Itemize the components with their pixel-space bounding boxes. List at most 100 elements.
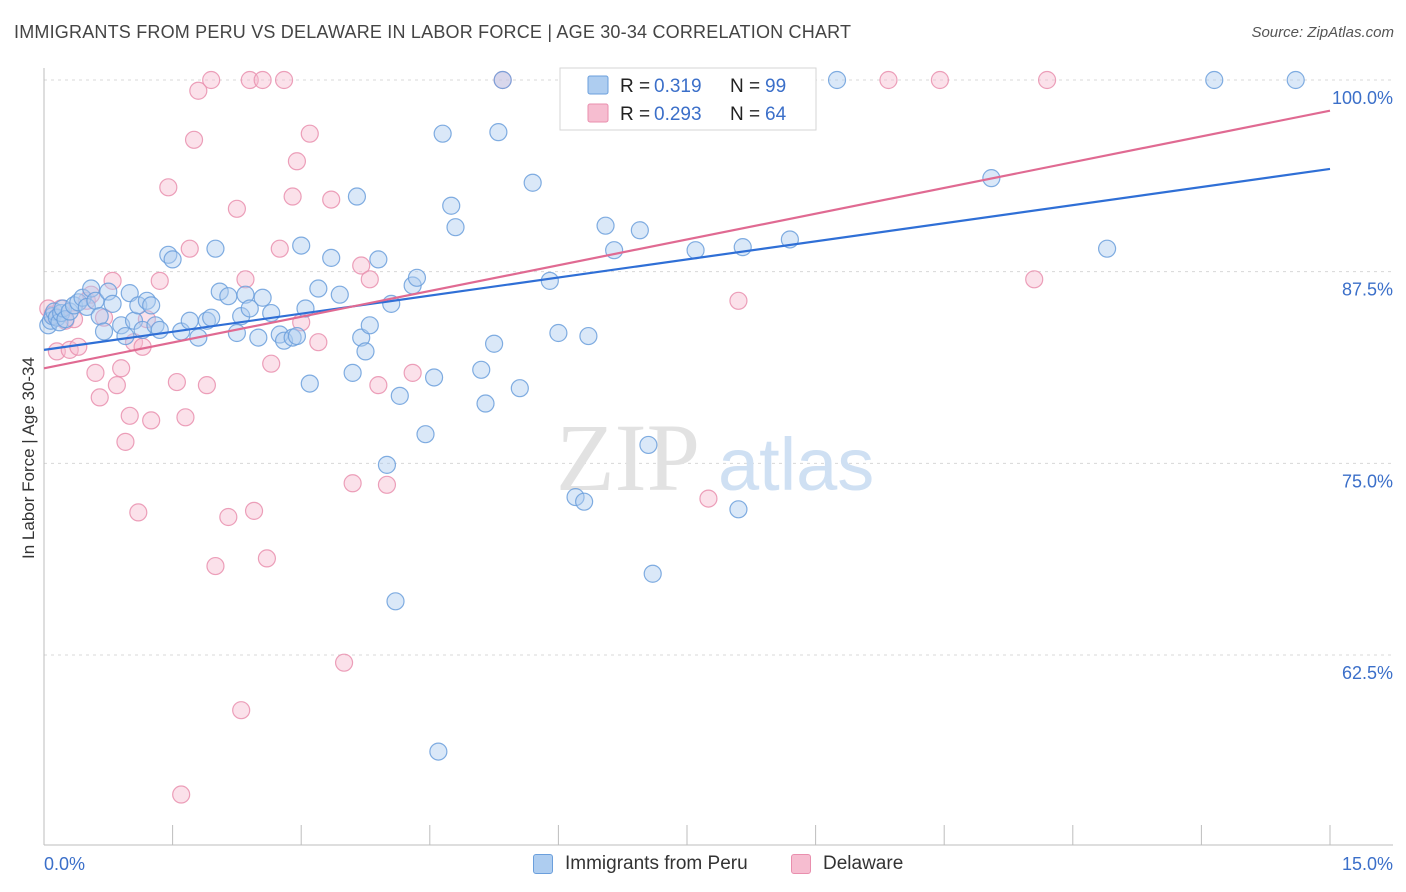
legend-n-value-pink: 64 (765, 104, 787, 125)
data-points (39, 70, 1305, 804)
delaware-point-32 (202, 70, 221, 90)
peru-point-63 (377, 455, 397, 474)
delaware-point-30 (189, 81, 208, 100)
y-tick-label-2: 87.5% (1342, 280, 1393, 300)
legend-n-label-blue: N = (730, 76, 760, 97)
peru-point-60 (356, 342, 375, 361)
legend-r-label-blue: R = (620, 76, 650, 97)
peru-point-80 (510, 379, 529, 398)
peru-point-70 (424, 368, 444, 387)
legend-swatch-peru (533, 854, 553, 874)
delaware-point-46 (287, 152, 307, 171)
delaware-point-48 (300, 124, 319, 143)
delaware-point-55 (369, 376, 388, 395)
peru-point-73 (442, 196, 461, 215)
x-tick-label-min: 0.0% (44, 854, 85, 874)
peru-point-78 (489, 123, 508, 142)
legend-series: Immigrants from Peru Delaware (0, 850, 1406, 880)
peru-point-102 (1286, 70, 1305, 90)
delaware-point-27 (176, 408, 195, 427)
peru-point-39 (219, 287, 238, 306)
x-tick-label-max: 15.0% (1342, 854, 1393, 874)
delaware-point-62 (930, 70, 950, 90)
peru-point-69 (416, 425, 435, 444)
peru-point-45 (253, 288, 272, 307)
peru-point-59 (352, 328, 371, 347)
delaware-point-40 (253, 70, 272, 90)
legend-stats: R = 0.319 N = 99 R = 0.293 N = 64 (559, 67, 817, 131)
delaware-point-43 (270, 239, 289, 258)
delaware-point-13 (103, 271, 122, 290)
peru-point-89 (630, 221, 649, 240)
peru-point-101 (1205, 70, 1224, 90)
delaware-point-59 (699, 489, 718, 508)
peru-point-76 (476, 394, 495, 413)
peru-point-79 (493, 70, 512, 90)
peru-point-68 (407, 268, 427, 287)
delaware-point-10 (86, 363, 105, 382)
delaware-point-19 (129, 503, 148, 522)
delaware-point-29 (184, 130, 204, 149)
peru-point-16 (90, 307, 109, 326)
delaware-point-36 (232, 701, 251, 720)
delaware-point-26 (172, 785, 191, 804)
y-tick-label-1: 75.0% (1342, 471, 1393, 491)
peru-point-75 (472, 360, 491, 379)
peru-point-83 (549, 323, 568, 343)
y-tick-label-0: 62.5% (1342, 663, 1393, 683)
legend-r-label-pink: R = (620, 104, 650, 125)
delaware-point-61 (879, 70, 898, 90)
peru-point-56 (330, 285, 349, 304)
legend-label-peru: Immigrants from Peru (565, 853, 748, 874)
delaware-point-64 (1037, 70, 1057, 90)
delaware-point-56 (377, 475, 397, 494)
watermark-atlas: atlas (718, 423, 874, 506)
legend-r-value-pink: 0.293 (654, 104, 702, 125)
delaware-point-17 (120, 406, 139, 425)
delaware-point-15 (112, 359, 131, 378)
peru-point-53 (300, 374, 319, 393)
delaware-point-16 (116, 432, 135, 451)
delaware-point-28 (180, 239, 199, 258)
peru-point-61 (360, 316, 379, 335)
legend-swatch-pink (587, 103, 609, 123)
trend-lines (43, 109, 1331, 370)
delaware-point-14 (107, 376, 126, 395)
legend-n-label-pink: N = (730, 104, 760, 125)
delaware-point-49 (309, 333, 328, 352)
delaware-point-11 (90, 388, 109, 407)
delaware-point-45 (283, 187, 302, 206)
y-axis-label: In Labor Force | Age 30-34 (19, 357, 38, 559)
peru-point-27 (142, 296, 161, 315)
peru-point-72 (433, 124, 452, 143)
axes (43, 68, 1393, 846)
peru-point-86 (579, 326, 598, 346)
peru-point-84 (566, 487, 585, 507)
peru-point-24 (129, 296, 148, 315)
watermark: ZIP atlas (556, 404, 874, 511)
peru-point-62 (369, 250, 388, 269)
delaware-point-24 (159, 178, 178, 197)
delaware-point-35 (227, 199, 246, 218)
trend-line-peru (43, 167, 1331, 351)
peru-point-94 (729, 500, 748, 519)
peru-point-36 (202, 308, 221, 327)
peru-point-50 (287, 326, 307, 346)
peru-point-22 (120, 284, 139, 303)
delaware-point-53 (352, 256, 371, 275)
peru-point-65 (386, 592, 405, 611)
delaware-point-42 (262, 354, 281, 373)
peru-point-100 (1097, 239, 1117, 258)
delaware-point-51 (334, 653, 354, 672)
legend-n-value-blue: 99 (765, 76, 786, 97)
peru-point-29 (150, 320, 169, 340)
delaware-point-39 (244, 501, 264, 520)
watermark-zip: ZIP (556, 404, 700, 511)
delaware-point-54 (360, 270, 379, 289)
peru-point-37 (206, 239, 225, 258)
delaware-point-34 (219, 507, 238, 527)
peru-point-57 (343, 363, 362, 382)
delaware-point-33 (206, 556, 225, 576)
peru-point-98 (827, 70, 847, 90)
peru-point-66 (390, 386, 409, 405)
